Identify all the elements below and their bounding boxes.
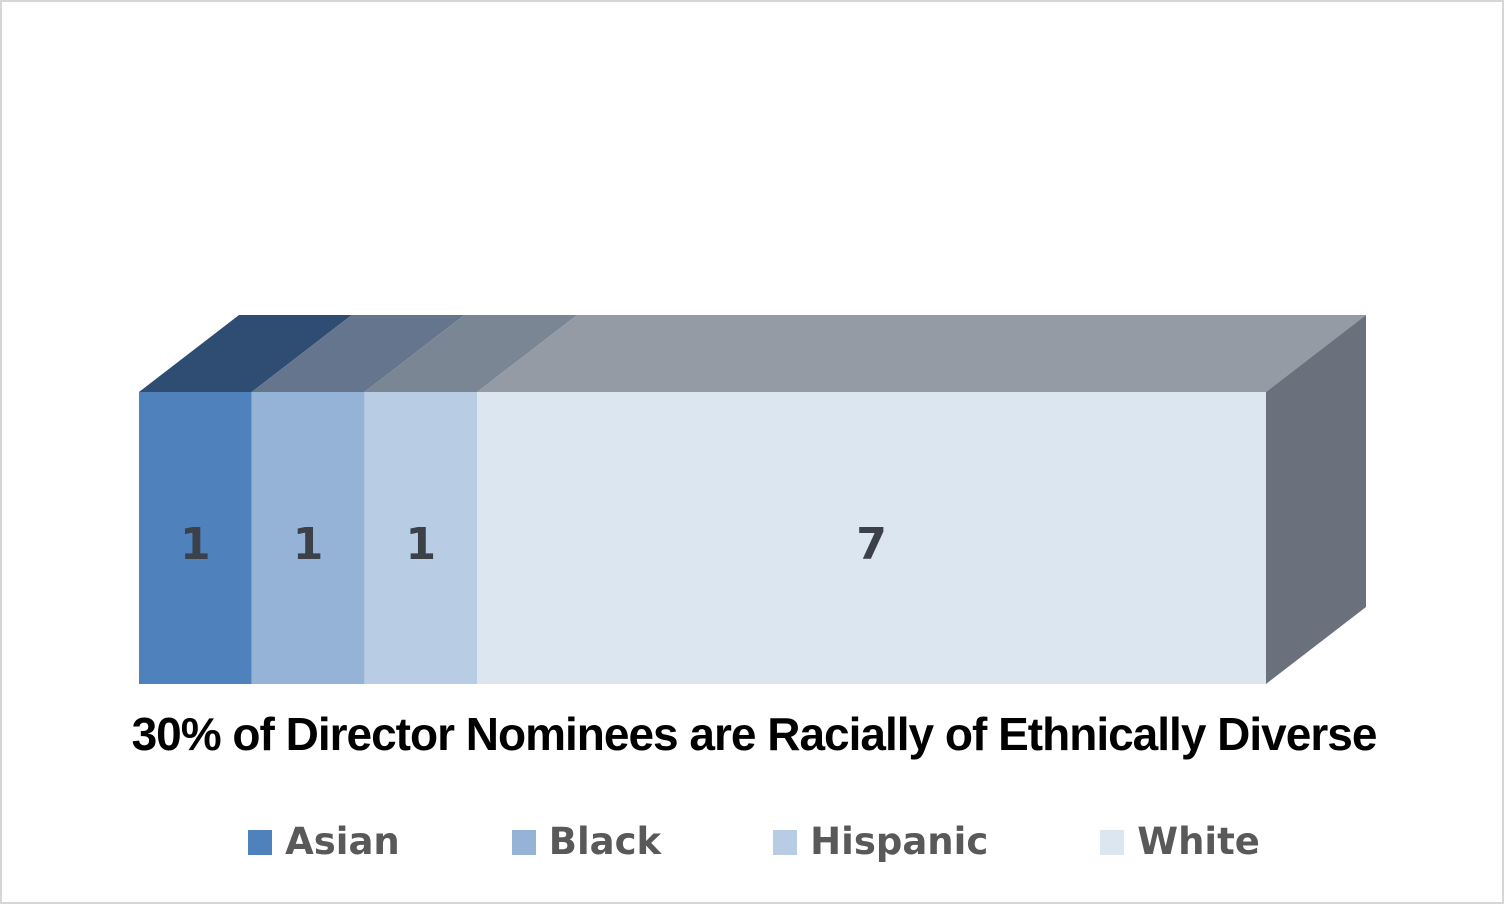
legend-swatch-asian: [248, 829, 273, 855]
legend-label-white: White: [1137, 820, 1260, 863]
legend-label-black: Black: [548, 820, 662, 863]
segment-black-front-face[interactable]: [251, 392, 365, 684]
legend-swatch-hispanic: [773, 829, 798, 855]
legend-swatch-black: [511, 829, 536, 855]
legend-label-asian: Asian: [285, 820, 400, 863]
data-label-white: 7: [856, 519, 887, 570]
legend-label-hispanic: Hispanic: [810, 820, 989, 863]
data-label-black: 1: [293, 519, 324, 570]
legend-item-black[interactable]: Black: [511, 820, 662, 864]
segment-asian-front-face[interactable]: [139, 392, 252, 684]
bar-end-side-face: [1266, 315, 1366, 684]
chart-title: 30% of Director Nominees are Racially of…: [131, 708, 1378, 760]
segment-white-top-face[interactable]: [477, 315, 1367, 392]
legend-item-hispanic[interactable]: Hispanic: [773, 820, 988, 864]
legend-item-asian[interactable]: Asian: [248, 820, 400, 864]
legend-item-white[interactable]: White: [1100, 820, 1260, 864]
legend-swatch-white: [1100, 829, 1125, 855]
data-label-asian: 1: [180, 519, 211, 570]
segment-asian-top-face[interactable]: [139, 315, 352, 392]
segment-black-top-face[interactable]: [251, 315, 465, 392]
data-label-hispanic: 1: [405, 519, 436, 570]
chart-legend: Asian Black Hispanic White: [2, 820, 1502, 864]
segment-hispanic-top-face[interactable]: [364, 315, 578, 392]
segment-hispanic-front-face[interactable]: [364, 392, 478, 684]
segment-white-front-face[interactable]: [477, 392, 1267, 684]
